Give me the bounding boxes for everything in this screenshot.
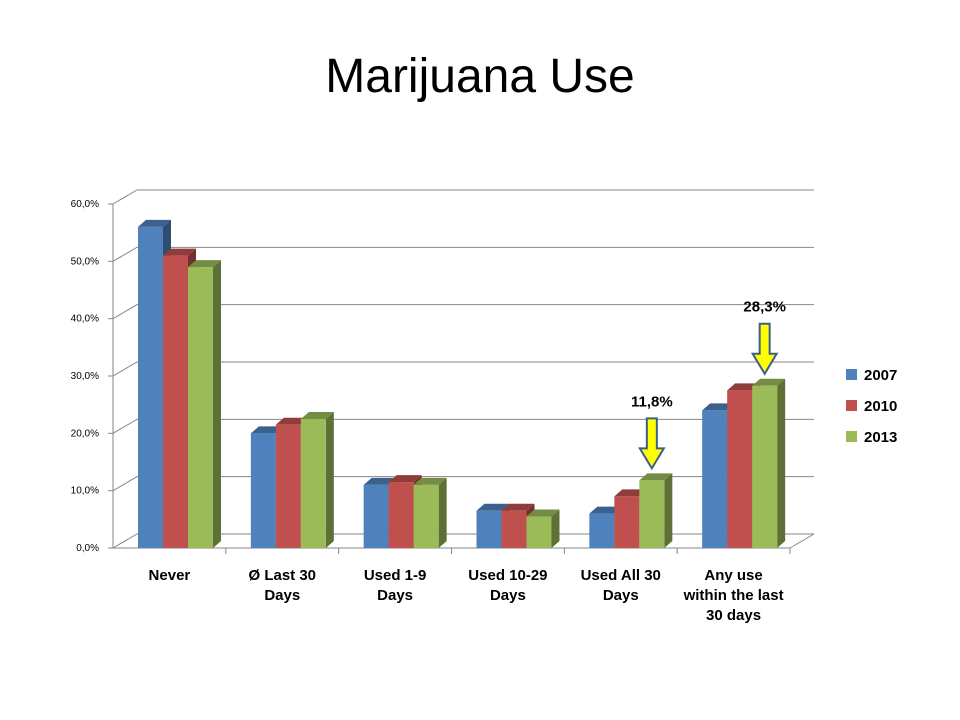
- x-tick-label: Used All 30 Days: [580, 567, 661, 604]
- bar-top: [727, 383, 761, 391]
- bar-top: [163, 248, 196, 256]
- bar-top: [702, 403, 736, 411]
- legend-swatch: [846, 400, 857, 411]
- y-tick-label: 30,0%: [71, 371, 99, 382]
- grid-line: [112, 304, 814, 320]
- arrow: [750, 322, 779, 376]
- bar-top: [614, 489, 648, 497]
- bar-side: [325, 412, 334, 548]
- bar-top: [639, 473, 673, 481]
- bar: [138, 226, 163, 548]
- bar: [702, 410, 728, 548]
- floor-edge: [789, 533, 815, 549]
- legend-swatch: [846, 431, 857, 442]
- bar-top: [188, 260, 221, 268]
- bar: [752, 385, 778, 548]
- grid-line: [112, 418, 814, 434]
- bar: [363, 484, 389, 548]
- value-label: 28,3%: [743, 299, 786, 316]
- bar-top: [300, 412, 334, 419]
- bar: [639, 480, 665, 548]
- bar: [727, 390, 753, 548]
- bar-top: [752, 378, 786, 386]
- x-tick-label: Any use within the last 30 days: [683, 567, 784, 624]
- bar: [476, 510, 502, 548]
- grid-line: [112, 476, 814, 492]
- legend-swatch: [846, 369, 857, 380]
- bar-side: [438, 477, 447, 548]
- bar: [275, 424, 301, 548]
- bar-top: [413, 477, 447, 485]
- grid-line: [112, 246, 814, 262]
- bar-top: [250, 426, 284, 434]
- bar: [413, 484, 439, 548]
- bar: [614, 496, 640, 548]
- legend-label: 2010: [864, 398, 897, 415]
- bar: [188, 267, 213, 548]
- arrow: [638, 417, 666, 471]
- bar-top: [363, 477, 397, 485]
- bar: [589, 513, 615, 548]
- bar: [388, 482, 414, 548]
- grid-line: [112, 189, 814, 205]
- grid-line: [112, 361, 814, 377]
- y-tick-label: 40,0%: [71, 314, 99, 325]
- x-tick-label: Used 10-29 Days: [468, 567, 548, 604]
- bar-top: [526, 509, 560, 517]
- bar-top: [388, 475, 422, 483]
- x-tick-label: Never: [148, 567, 191, 584]
- bar: [526, 516, 552, 548]
- bar: [163, 255, 188, 548]
- legend-label: 2007: [864, 367, 897, 384]
- bar-side: [551, 509, 560, 548]
- chart-title: Marijuana Use: [325, 50, 634, 103]
- x-tick-label: Used 1-9 Days: [363, 567, 427, 604]
- bar-top: [275, 417, 309, 425]
- grid-line: [112, 533, 814, 549]
- bar-top: [501, 503, 535, 511]
- bar: [250, 433, 276, 548]
- y-tick-label: 50,0%: [71, 256, 99, 267]
- y-tick-label: 60,0%: [71, 199, 99, 210]
- bar-top: [138, 219, 171, 227]
- y-tick-label: 20,0%: [71, 428, 99, 439]
- bar-side: [213, 260, 221, 548]
- bar-top: [589, 506, 623, 514]
- y-tick-label: 0,0%: [76, 543, 99, 554]
- bar-top: [476, 503, 510, 511]
- bar: [501, 510, 527, 548]
- x-tick-label: Ø Last 30 Days: [248, 567, 317, 604]
- value-label: 11,8%: [631, 393, 673, 410]
- bar-side: [664, 473, 673, 548]
- bar: [300, 419, 326, 548]
- y-tick-label: 10,0%: [71, 486, 99, 497]
- bar-side: [777, 378, 786, 548]
- legend-label: 2013: [864, 429, 897, 446]
